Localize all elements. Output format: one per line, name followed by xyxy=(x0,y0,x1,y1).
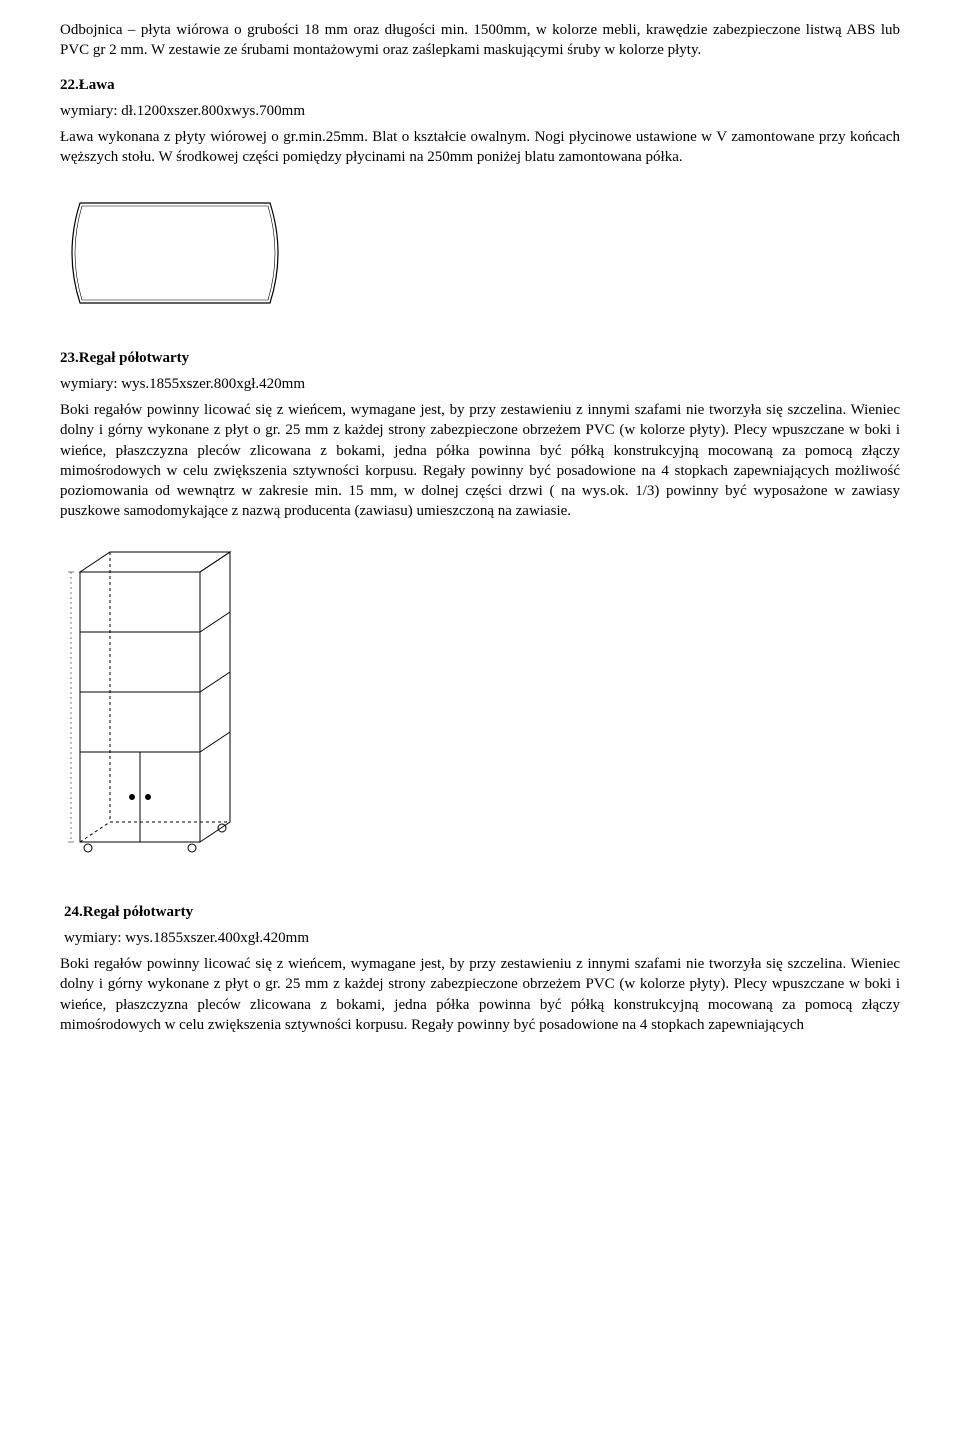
section-23-body: Boki regałów powinny licować się z wieńc… xyxy=(60,400,900,522)
section-24-head: 24.Regał półotwarty xyxy=(64,902,900,922)
section-23-head: 23.Regał półotwarty xyxy=(60,348,900,368)
section-24-dim: wymiary: wys.1855xszer.400xgł.420mm xyxy=(64,928,900,948)
section-22-dim: wymiary: dł.1200xszer.800xwys.700mm xyxy=(60,101,900,121)
section-22-body: Ława wykonana z płyty wiórowej o gr.min.… xyxy=(60,127,900,168)
section-24-body: Boki regałów powinny licować się z wieńc… xyxy=(60,954,900,1035)
section-23-dim: wymiary: wys.1855xszer.800xgł.420mm xyxy=(60,374,900,394)
section-22-head: 22.Ława xyxy=(60,75,900,95)
intro-paragraph: Odbojnica – płyta wiórowa o grubości 18 … xyxy=(60,20,900,61)
oval-table-diagram xyxy=(60,188,900,318)
shelf-diagram xyxy=(60,542,900,872)
